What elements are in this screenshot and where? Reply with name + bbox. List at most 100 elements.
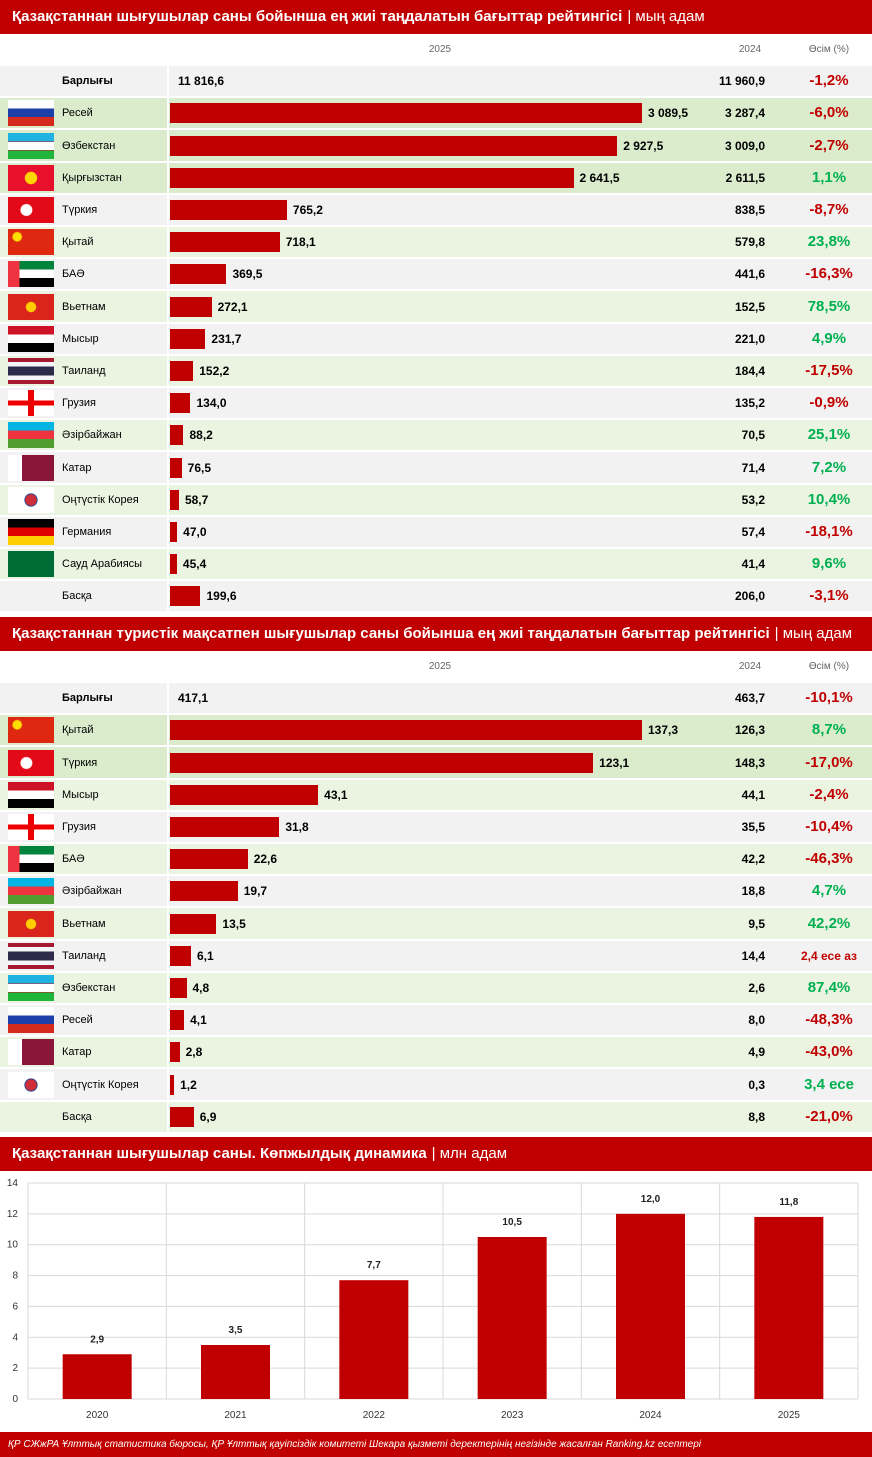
value-2024: 9,5 — [748, 916, 765, 931]
value-2024: 148,3 — [734, 755, 765, 770]
growth: 4,9% — [811, 329, 847, 347]
y-tick-label: 10 — [7, 1240, 19, 1251]
title-unit: | млн адам — [431, 1145, 508, 1162]
row-label: Түркия — [62, 756, 98, 769]
bar — [170, 784, 319, 805]
row-bg — [0, 1069, 872, 1100]
growth: -8,7% — [809, 200, 849, 218]
bar — [170, 720, 642, 741]
growth: -2,7% — [809, 136, 849, 154]
row-label: Әзірбайжан — [62, 429, 122, 442]
value-label: 19,7 — [243, 884, 268, 899]
flag — [8, 454, 54, 481]
row-bg — [0, 1037, 872, 1068]
value-2024: 3 009,0 — [724, 138, 765, 153]
bar — [170, 360, 194, 381]
row-bg — [0, 940, 872, 971]
growth: -17,5% — [805, 361, 853, 379]
y-tick-label: 4 — [12, 1332, 18, 1343]
growth: 10,4% — [807, 490, 851, 508]
row-bg — [0, 388, 872, 419]
bar — [170, 586, 201, 607]
growth: -3,1% — [809, 587, 849, 605]
section-title: Қазақстаннан шығушылар саны бойынша ең ж… — [0, 0, 872, 34]
value-2024: 57,4 — [741, 524, 765, 539]
value-2024: 463,7 — [734, 691, 765, 706]
row-divider — [167, 452, 169, 483]
growth: -48,3% — [805, 1011, 853, 1029]
x-tick-label: 2025 — [778, 1410, 801, 1421]
bar — [170, 425, 184, 446]
flag — [8, 229, 54, 256]
row-divider — [167, 811, 169, 842]
flag — [8, 942, 54, 969]
growth: 1,1% — [811, 168, 847, 186]
row-divider — [167, 355, 169, 386]
value-label: 10,5 — [502, 1217, 522, 1228]
row-bg — [0, 811, 872, 842]
bar — [170, 816, 280, 837]
row-divider — [167, 581, 169, 612]
value-2024: 70,5 — [741, 428, 765, 443]
value-2024: 8,0 — [748, 1013, 765, 1028]
value-label: 7,7 — [367, 1260, 381, 1271]
flag — [8, 293, 54, 320]
row-label: Қытай — [62, 724, 94, 737]
title-text: Қазақстаннан туристік мақсатпен шығушыла… — [12, 625, 770, 642]
growth: -18,1% — [805, 522, 853, 540]
row-bg — [0, 484, 872, 515]
row-divider — [167, 291, 169, 322]
row-label: Сауд Арабиясы — [62, 558, 143, 571]
value-label: 13,5 — [222, 916, 246, 931]
y-tick-label: 0 — [12, 1394, 18, 1405]
value-2024: 3 287,4 — [724, 106, 765, 121]
bar-chart: 0 2 4 6 8 10 12 14 2,9 2020 3,5 2021 7,7 2022 10,5 2023… — [7, 1178, 859, 1421]
section-title: Қазақстаннан туристік мақсатпен шығушыла… — [0, 617, 872, 651]
row-divider — [167, 388, 169, 419]
row-label: Таиланд — [62, 364, 106, 377]
value-label: 2,9 — [90, 1334, 104, 1345]
value-label: 3 089,5 — [648, 106, 689, 121]
bar — [170, 913, 217, 934]
row-divider — [167, 908, 169, 939]
row-divider — [167, 98, 169, 129]
value-2024: 579,8 — [734, 235, 765, 250]
growth: -43,0% — [805, 1043, 853, 1061]
value-2024: 8,8 — [748, 1109, 765, 1124]
x-tick-label: 2020 — [86, 1410, 109, 1421]
row-label: Катар — [62, 461, 92, 474]
x-tick-label: 2023 — [501, 1410, 524, 1421]
flag — [8, 164, 54, 191]
row-divider — [167, 844, 169, 875]
value-label: 417,1 — [178, 691, 209, 706]
row-divider — [167, 1101, 169, 1132]
row-divider — [167, 227, 169, 258]
value-label: 4,1 — [190, 1013, 207, 1028]
flag — [8, 518, 54, 545]
flag — [8, 357, 54, 384]
row-label: Катар — [62, 1046, 92, 1059]
value-label: 11,8 — [779, 1197, 798, 1208]
growth: 25,1% — [807, 426, 851, 444]
row-label: Барлығы — [62, 75, 113, 88]
row-label: Оңтүстік Корея — [62, 1078, 139, 1091]
growth: 7,2% — [811, 458, 847, 476]
row-divider — [167, 876, 169, 907]
growth: -16,3% — [805, 265, 853, 283]
column-header: 2024 — [738, 661, 762, 672]
value-2024: 2,6 — [748, 980, 765, 995]
value-label: 6,9 — [199, 1109, 217, 1124]
bar — [170, 977, 187, 998]
row-bg — [0, 779, 872, 810]
row-label: Қытай — [62, 236, 94, 249]
value-label: 45,4 — [182, 557, 207, 572]
value-label: 58,7 — [184, 492, 209, 507]
bar — [170, 554, 177, 575]
row-divider — [167, 715, 169, 746]
row-label: Өзбекстан — [62, 981, 116, 994]
row-divider — [167, 940, 169, 971]
value-2024: 126,3 — [734, 723, 765, 738]
title-unit: | мың адам — [627, 8, 705, 25]
flag — [8, 749, 54, 776]
value-2024: 4,9 — [748, 1045, 765, 1060]
